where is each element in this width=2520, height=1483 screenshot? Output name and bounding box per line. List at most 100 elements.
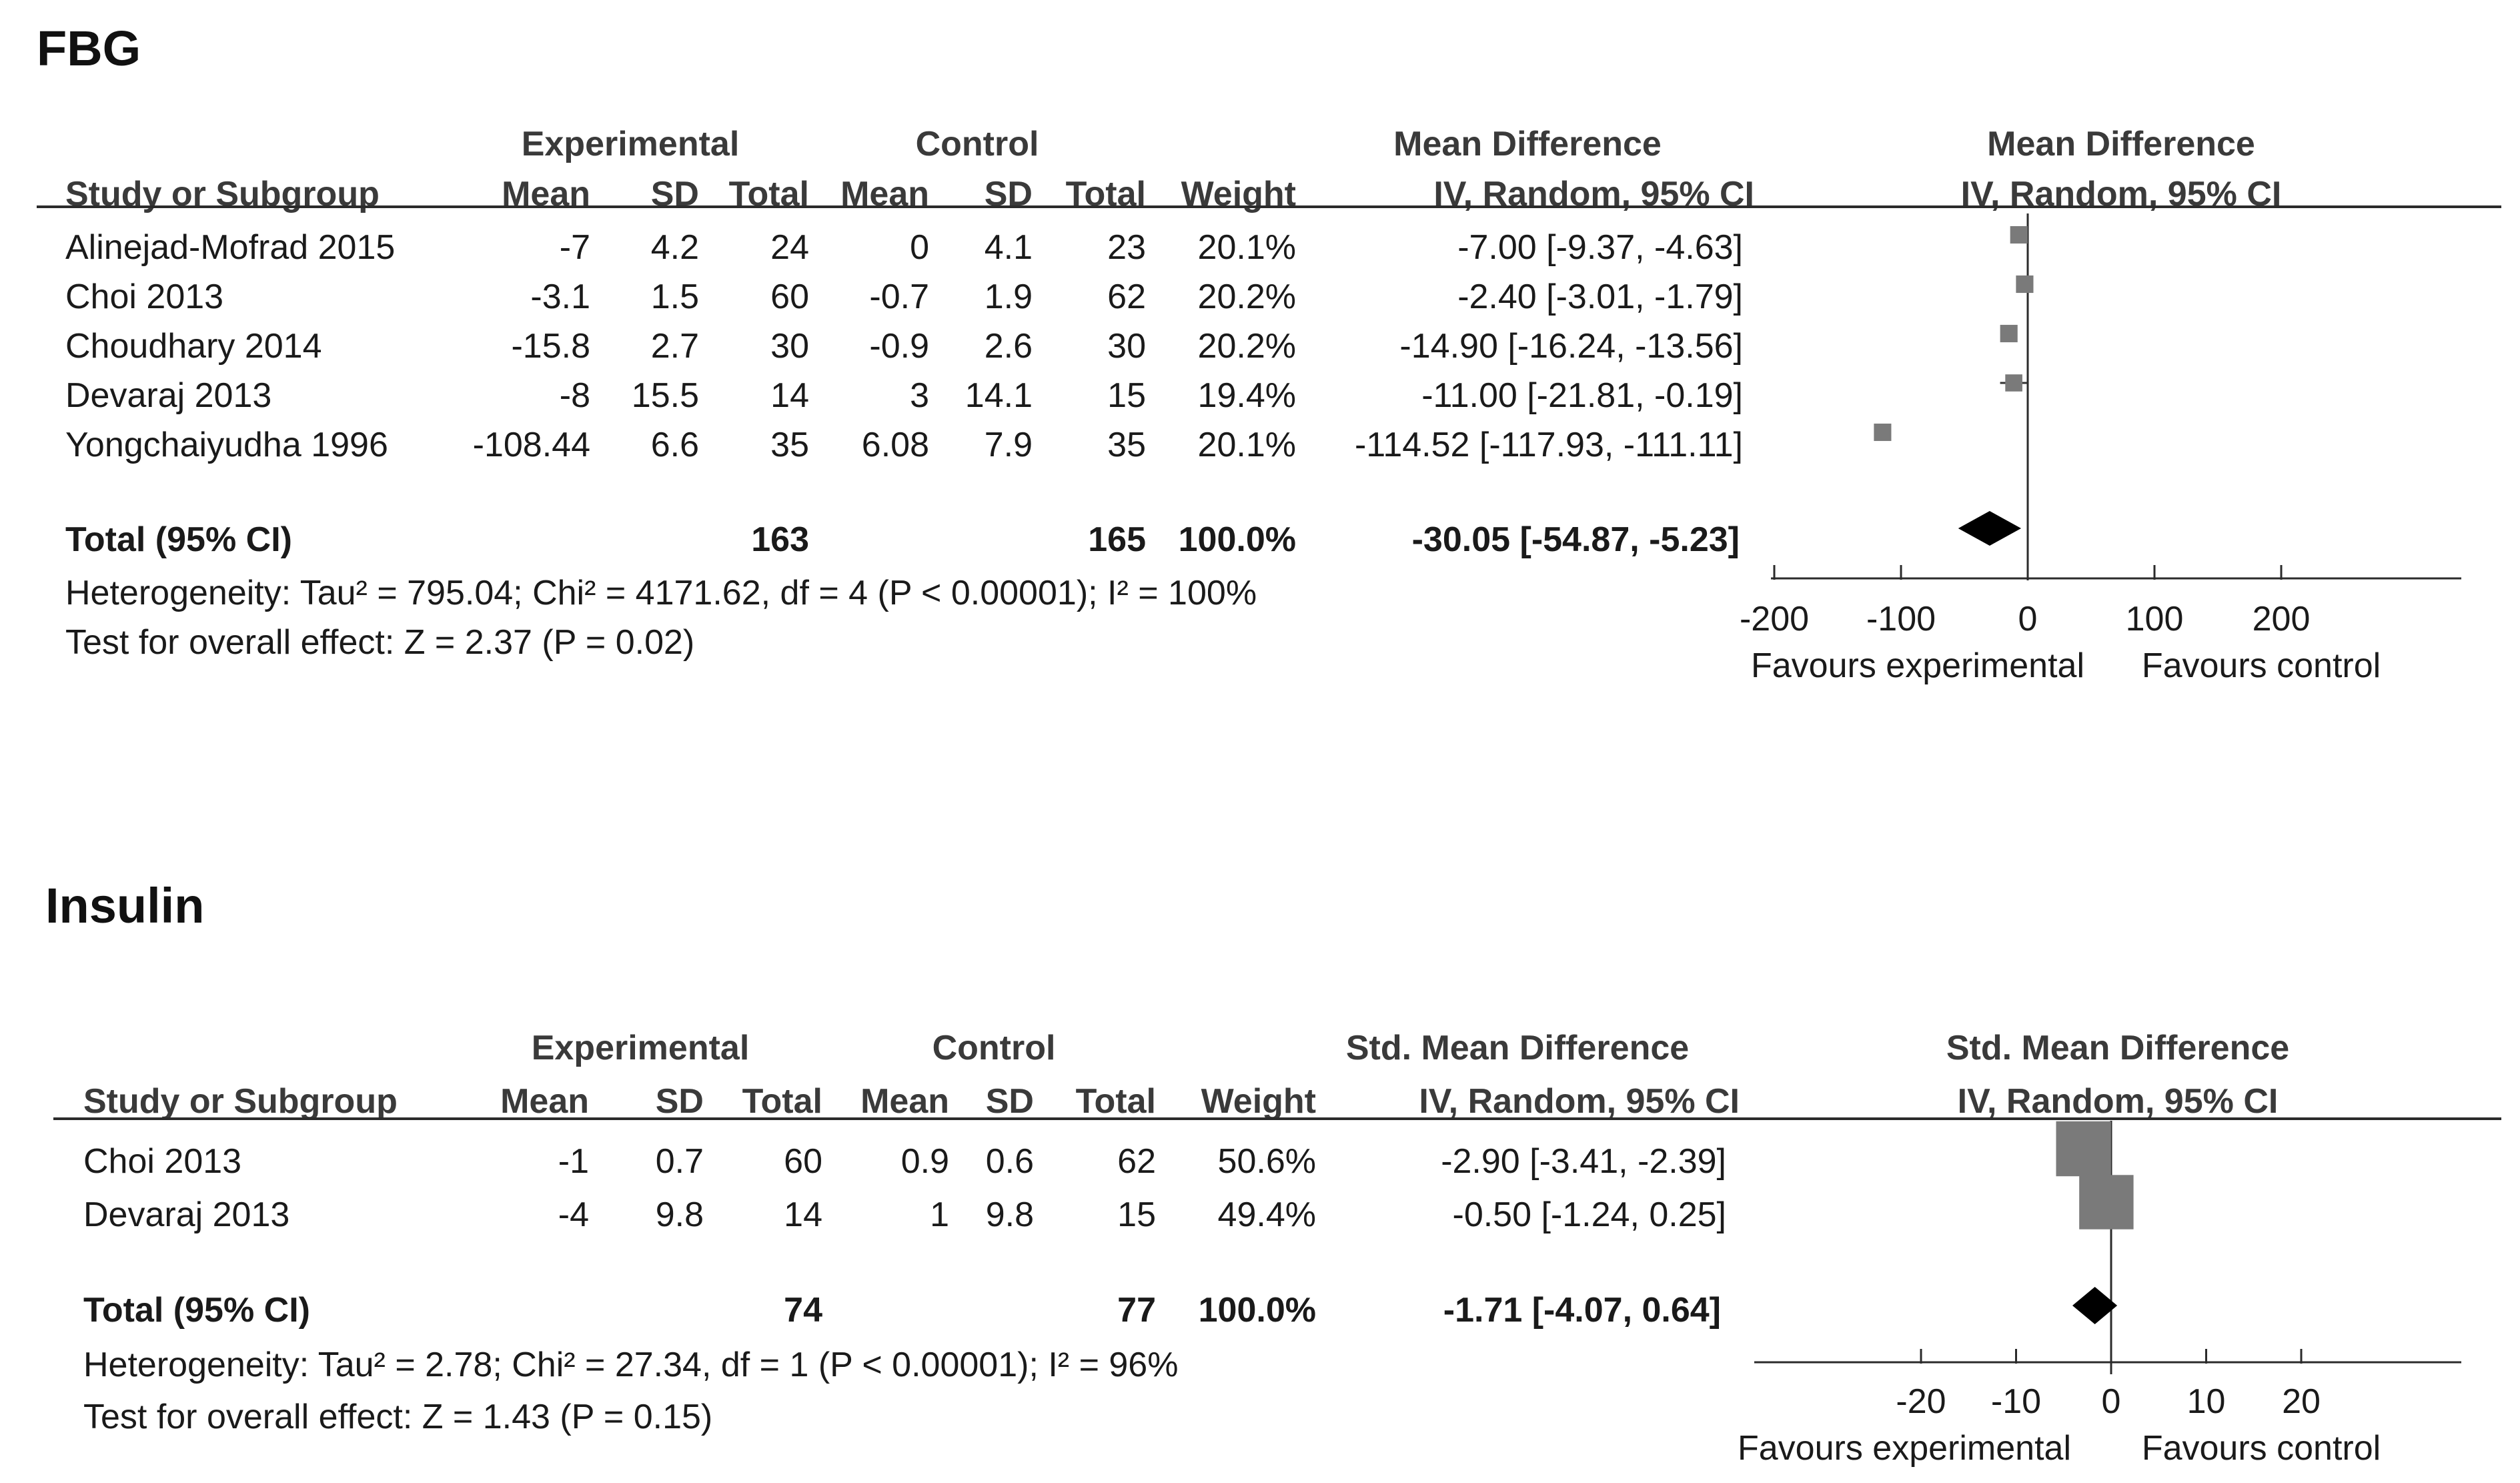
total-ctl-total: 77 — [1117, 1291, 1156, 1330]
total-label: Total (95% CI) — [65, 520, 292, 559]
effect-ci: -7.00 [-9.37, -4.63] — [1457, 228, 1743, 267]
col-header-ctl-mean: Mean — [860, 1082, 949, 1121]
header-rule — [37, 205, 2501, 208]
pooled-estimate-diamond — [2072, 1287, 2118, 1324]
insulin-forest-plot: -20 -10 0 10 20 Favours experimental Favours c… — [1738, 1121, 2461, 1468]
fbg-panel: FBG Experimental Control Mean Difference… — [37, 21, 2501, 685]
study-name: Devaraj 2013 — [65, 376, 272, 415]
exp-sd: 9.8 — [655, 1195, 704, 1234]
exp-mean: -15.8 — [511, 327, 590, 366]
ctl-sd: 14.1 — [965, 376, 1033, 415]
col-header-weight: Weight — [1201, 1082, 1316, 1121]
effect-ci: -2.90 [-3.41, -2.39] — [1441, 1142, 1726, 1181]
exp-total: 14 — [784, 1195, 822, 1234]
exp-sd: 4.2 — [650, 228, 699, 267]
effect-ci: -2.40 [-3.01, -1.79] — [1457, 278, 1743, 316]
ctl-mean: -0.9 — [869, 327, 929, 366]
weight: 20.1% — [1197, 426, 1296, 464]
effect-header: Std. Mean Difference — [1345, 1029, 1690, 1067]
col-header-ctl-sd: SD — [985, 1082, 1034, 1121]
weight: 20.2% — [1197, 278, 1296, 316]
study-name: Yongchaiyudha 1996 — [65, 426, 388, 464]
x-tick-label: 10 — [2187, 1382, 2226, 1421]
ctl-sd: 7.9 — [984, 426, 1033, 464]
study-estimate-marker — [2010, 225, 2028, 244]
favours-experimental-label: Favours experimental — [1751, 646, 2084, 685]
study-name: Devaraj 2013 — [83, 1195, 290, 1234]
ctl-mean: 3 — [910, 376, 929, 415]
exp-total: 60 — [784, 1142, 822, 1181]
ctl-sd: 2.6 — [984, 327, 1033, 366]
x-tick-label: 0 — [2102, 1382, 2121, 1421]
effect-ci: -0.50 [-1.24, 0.25] — [1452, 1195, 1727, 1234]
total-exp-total: 163 — [751, 520, 809, 559]
ctl-total: 23 — [1107, 228, 1146, 267]
group-header-control: Control — [932, 1029, 1056, 1067]
ctl-total: 62 — [1107, 278, 1146, 316]
effect-ci: -14.90 [-16.24, -13.56] — [1399, 327, 1743, 366]
total-label: Total (95% CI) — [83, 1291, 310, 1330]
group-header-control: Control — [915, 125, 1039, 163]
ctl-mean: 1 — [930, 1195, 949, 1234]
x-tick-label: -100 — [1866, 600, 1936, 638]
study-name: Choi 2013 — [83, 1142, 242, 1181]
weight: 20.2% — [1197, 327, 1296, 366]
study-estimate-marker — [2016, 275, 2034, 294]
study-estimate-marker — [2005, 374, 2022, 392]
x-tick-label: 20 — [2282, 1382, 2321, 1421]
favours-control-label: Favours control — [2142, 646, 2381, 685]
group-header-experimental: Experimental — [531, 1029, 750, 1067]
plot-header: Std. Mean Difference — [1946, 1029, 2290, 1067]
exp-total: 60 — [770, 278, 809, 316]
total-ci: -1.71 [-4.07, 0.64] — [1443, 1291, 1721, 1330]
exp-sd: 15.5 — [631, 376, 699, 415]
x-tick-label: 200 — [2253, 600, 2311, 638]
total-ci: -30.05 [-54.87, -5.23] — [1411, 520, 1740, 559]
total-exp-total: 74 — [784, 1291, 822, 1330]
total-ctl-total: 165 — [1088, 520, 1146, 559]
weight: 50.6% — [1217, 1142, 1316, 1181]
ctl-sd: 1.9 — [984, 278, 1033, 316]
weight: 19.4% — [1197, 376, 1296, 415]
col-header-method: IV, Random, 95% CI — [1419, 1082, 1740, 1121]
plot-method-header: IV, Random, 95% CI — [1957, 1082, 2279, 1121]
heterogeneity-text: Heterogeneity: Tau² = 2.78; Chi² = 27.34… — [83, 1346, 1179, 1384]
pooled-estimate-diamond — [1958, 511, 2022, 546]
weight: 20.1% — [1197, 228, 1296, 267]
total-weight: 100.0% — [1178, 520, 1296, 559]
exp-total: 35 — [770, 426, 809, 464]
insulin-panel: Insulin Experimental Control Std. Mean D… — [0, 861, 2520, 1483]
ctl-mean: 0 — [910, 228, 929, 267]
effect-header: Mean Difference — [1393, 125, 1662, 163]
x-tick-label: 0 — [2018, 600, 2038, 638]
exp-mean: -8 — [559, 376, 590, 415]
study-name: Choudhary 2014 — [65, 327, 322, 366]
exp-mean: -1 — [558, 1142, 589, 1181]
ctl-mean: 6.08 — [861, 426, 929, 464]
x-tick-label: -20 — [1896, 1382, 1946, 1421]
favours-control-label: Favours control — [2142, 1429, 2381, 1468]
study-estimate-marker — [1874, 423, 1892, 442]
heterogeneity-text: Heterogeneity: Tau² = 795.04; Chi² = 417… — [65, 574, 1257, 612]
col-header-exp-total: Total — [742, 1082, 822, 1121]
ctl-total: 62 — [1117, 1142, 1156, 1181]
x-tick-label: -10 — [1991, 1382, 2041, 1421]
ctl-mean: 0.9 — [900, 1142, 949, 1181]
exp-mean: -108.44 — [472, 426, 590, 464]
group-header-experimental: Experimental — [521, 125, 740, 163]
exp-mean: -4 — [558, 1195, 589, 1234]
effect-ci: -11.00 [-21.81, -0.19] — [1421, 376, 1743, 415]
study-estimate-marker — [2079, 1175, 2134, 1229]
col-header-exp-sd: SD — [655, 1082, 704, 1121]
effect-ci: -114.52 [-117.93, -111.11] — [1354, 426, 1743, 464]
study-estimate-marker — [2056, 1121, 2111, 1177]
ctl-sd: 4.1 — [984, 228, 1033, 267]
study-name: Alinejad-Mofrad 2015 — [65, 228, 396, 267]
ctl-total: 15 — [1117, 1195, 1156, 1234]
exp-sd: 1.5 — [650, 278, 699, 316]
overall-effect-text: Test for overall effect: Z = 2.37 (P = 0… — [65, 623, 695, 662]
exp-sd: 0.7 — [655, 1142, 704, 1181]
exp-total: 24 — [770, 228, 809, 267]
header-rule — [53, 1117, 2501, 1120]
x-tick-label: 100 — [2126, 600, 2184, 638]
